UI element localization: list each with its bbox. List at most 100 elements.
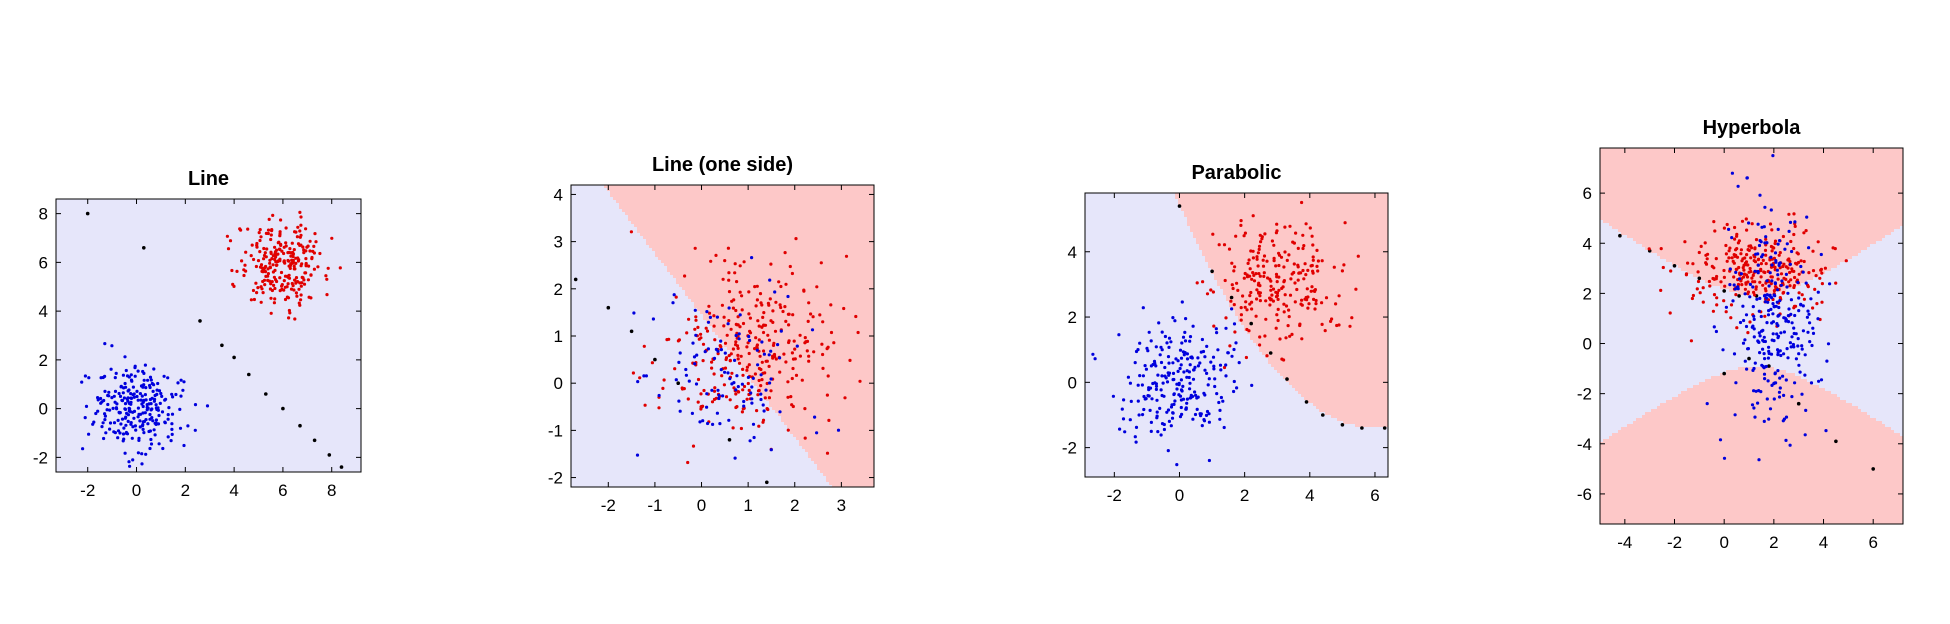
y-tick-label: 3 (554, 233, 563, 252)
blue-point (710, 388, 714, 392)
blue-point (133, 374, 137, 378)
blue-point (733, 358, 737, 362)
blue-point (734, 388, 738, 392)
red-point (1320, 259, 1324, 263)
red-point (1264, 317, 1268, 321)
red-point (312, 267, 316, 271)
red-point (1792, 285, 1796, 290)
red-point (769, 389, 773, 393)
red-point (856, 330, 860, 335)
red-point (312, 244, 316, 248)
red-point (726, 246, 731, 250)
blue-point (121, 373, 125, 377)
red-point (746, 381, 750, 386)
blue-point (1232, 347, 1236, 352)
blue-point (1732, 352, 1737, 356)
blue-point (157, 442, 161, 446)
blue-point (1791, 342, 1795, 347)
red-point (266, 267, 270, 271)
blue-point (1793, 381, 1797, 385)
red-point (1348, 324, 1352, 328)
blue-point (193, 403, 198, 407)
blue-point (1118, 427, 1122, 431)
blue-point (717, 396, 721, 401)
red-point (1212, 324, 1216, 328)
blue-point (1230, 354, 1234, 358)
blue-point (1136, 383, 1140, 387)
red-point (1844, 259, 1848, 263)
red-point (279, 243, 283, 247)
red-point (283, 285, 287, 289)
red-point (1742, 268, 1746, 272)
red-point (1722, 268, 1726, 273)
red-point (754, 304, 758, 308)
blue-point (1803, 373, 1807, 377)
red-point (760, 303, 764, 307)
blue-point (1149, 364, 1153, 368)
boundary-point (264, 392, 268, 396)
red-point (818, 313, 822, 317)
red-point (278, 276, 282, 280)
blue-point (152, 367, 156, 371)
blue-point (1803, 353, 1807, 357)
red-point (302, 278, 306, 282)
red-point (736, 390, 740, 394)
red-point (1819, 268, 1823, 272)
blue-point (636, 380, 640, 384)
red-point (730, 299, 734, 303)
data-points (629, 230, 862, 465)
blue-point (1757, 243, 1762, 248)
red-point (263, 251, 267, 255)
red-point (657, 406, 661, 410)
blue-point (742, 404, 746, 408)
blue-point (1769, 352, 1774, 356)
red-point (271, 254, 275, 258)
red-point (300, 281, 304, 285)
blue-point (1756, 222, 1760, 226)
blue-point (123, 381, 127, 386)
blue-point (786, 294, 790, 299)
blue-point (1155, 414, 1159, 418)
red-point (260, 287, 264, 291)
red-point (713, 386, 717, 390)
red-point (1277, 275, 1281, 279)
red-point (268, 266, 272, 270)
blue-point (1794, 357, 1798, 361)
red-point (815, 285, 819, 289)
blue-point (136, 451, 140, 455)
blue-point (1817, 379, 1821, 383)
red-point (768, 297, 772, 301)
red-point (1263, 334, 1267, 338)
red-point (295, 235, 299, 239)
blue-point (1171, 361, 1175, 365)
red-point (1750, 222, 1754, 226)
data-points (1091, 200, 1360, 467)
red-point (771, 356, 775, 360)
red-point (1311, 243, 1315, 247)
blue-point (1796, 280, 1800, 284)
red-point (269, 311, 273, 315)
blue-point (1728, 283, 1732, 287)
red-point (1764, 237, 1768, 241)
red-point (702, 388, 706, 393)
red-point (261, 270, 265, 274)
red-point (1307, 302, 1311, 306)
blue-point (1768, 407, 1773, 411)
red-point (270, 257, 274, 261)
blue-point (1777, 390, 1781, 394)
blue-point (1789, 298, 1793, 302)
red-point (1239, 223, 1243, 227)
blue-point (149, 442, 154, 446)
red-point (1761, 258, 1765, 262)
blue-point (1797, 296, 1801, 300)
blue-point (1205, 409, 1210, 414)
blue-point (160, 394, 164, 398)
blue-point (96, 409, 100, 413)
blue-point (117, 391, 121, 396)
red-point (272, 275, 276, 279)
blue-point (1705, 402, 1709, 406)
blue-point (136, 415, 140, 419)
blue-point (751, 422, 756, 426)
red-point (803, 436, 807, 440)
blue-point (134, 428, 138, 432)
